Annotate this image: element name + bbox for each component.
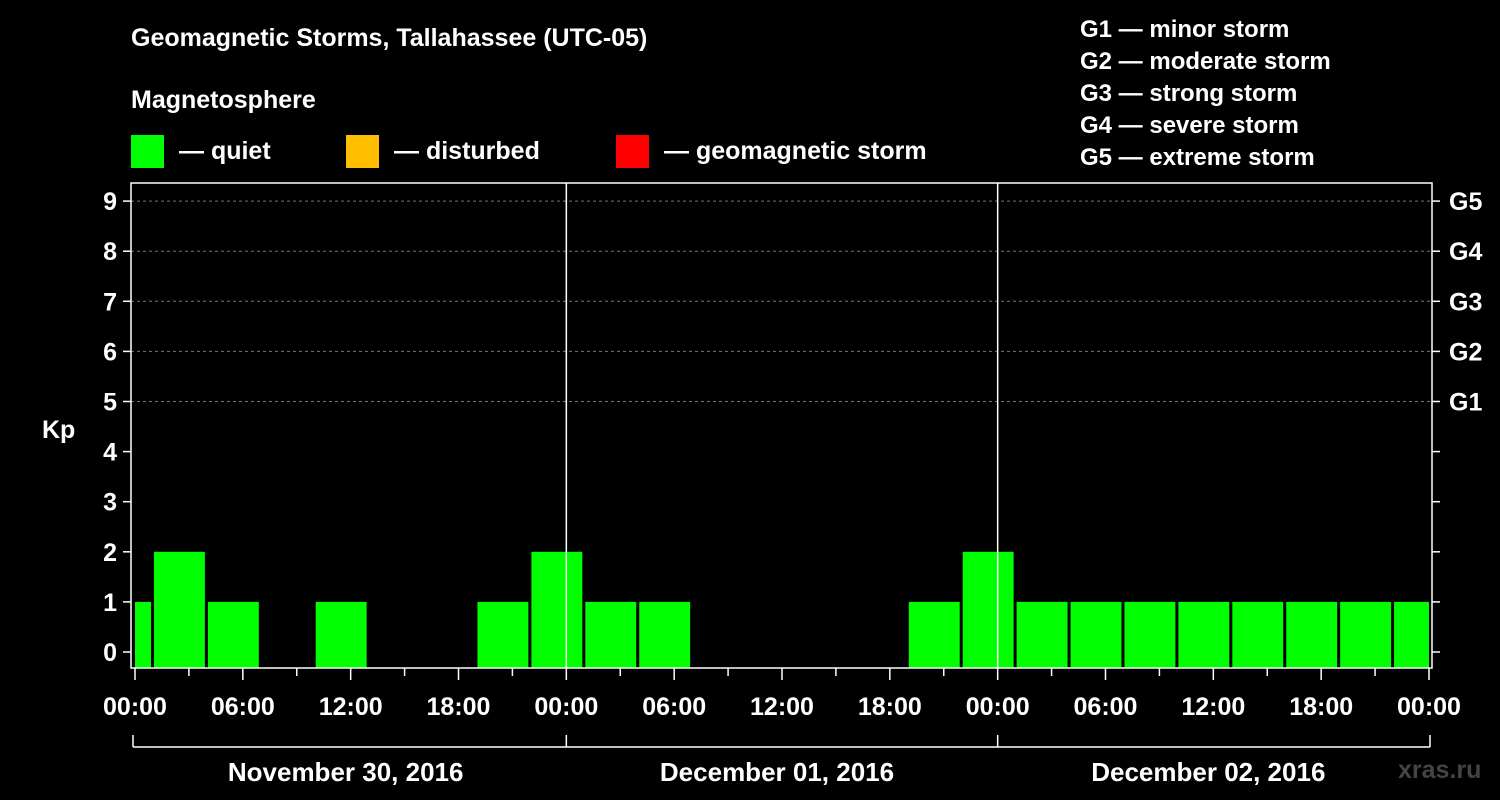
- legend-item-disturbed: — disturbed: [346, 134, 540, 168]
- x-tick-label: 12:00: [1181, 693, 1245, 721]
- legend-label-storm: — geomagnetic storm: [664, 136, 927, 165]
- x-tick-label: 18:00: [1289, 693, 1353, 721]
- kp-bar: [962, 551, 1014, 668]
- date-label: November 30, 2016: [228, 757, 464, 787]
- storm-level-g2: G2 — moderate storm: [1080, 48, 1331, 75]
- x-tick-label: 00:00: [966, 693, 1030, 721]
- y-tick-label: 6: [103, 338, 117, 366]
- kp-bar: [1394, 601, 1429, 668]
- date-label: December 02, 2016: [1091, 757, 1325, 787]
- y-axis-label: Kp: [42, 416, 75, 444]
- legend-label-quiet: — quiet: [179, 136, 271, 165]
- x-tick-label: 00:00: [1397, 693, 1461, 721]
- x-tick-label: 12:00: [319, 693, 383, 721]
- kp-bar: [1232, 601, 1284, 668]
- kp-bar: [585, 601, 637, 668]
- g-level-label: G5: [1449, 188, 1482, 216]
- kp-bar: [1286, 601, 1338, 668]
- x-tick-label: 06:00: [1074, 693, 1138, 721]
- kp-bar: [207, 601, 259, 668]
- kp-bar: [1340, 601, 1392, 668]
- y-tick-label: 7: [103, 288, 117, 316]
- kp-bar: [1178, 601, 1230, 668]
- date-label: December 01, 2016: [660, 757, 894, 787]
- kp-bar: [315, 601, 367, 668]
- legend-item-storm: — geomagnetic storm: [616, 134, 927, 168]
- legend-heading: Magnetosphere: [131, 86, 316, 114]
- g-level-label: G2: [1449, 338, 1482, 366]
- watermark: xras.ru: [1398, 756, 1482, 784]
- y-tick-label: 3: [103, 489, 117, 517]
- kp-bar: [1124, 601, 1176, 668]
- x-tick-label: 12:00: [750, 693, 814, 721]
- x-tick-label: 18:00: [858, 693, 922, 721]
- g-level-label: G1: [1449, 389, 1482, 417]
- y-tick-label: 1: [103, 589, 117, 617]
- kp-bar: [531, 551, 583, 668]
- y-tick-label: 0: [103, 639, 117, 667]
- legend-swatch-disturbed: [346, 134, 379, 168]
- y-tick-label: 5: [103, 389, 117, 417]
- x-tick-label: 00:00: [103, 693, 167, 721]
- x-tick-label: 06:00: [642, 693, 706, 721]
- chart-title: Geomagnetic Storms, Tallahassee (UTC-05): [131, 24, 648, 52]
- storm-level-g5: G5 — extreme storm: [1080, 144, 1315, 171]
- y-tick-label: 9: [103, 188, 117, 216]
- storm-level-g1: G1 — minor storm: [1080, 16, 1290, 43]
- plot-frame: [130, 182, 1433, 669]
- legend-swatch-storm: [616, 134, 649, 168]
- kp-bar: [477, 601, 529, 668]
- x-tick-label: 18:00: [427, 693, 491, 721]
- y-tick-label: 8: [103, 238, 117, 266]
- kp-bar: [1070, 601, 1122, 668]
- kp-bar: [908, 601, 960, 668]
- kp-bar: [135, 601, 151, 668]
- legend-item-quiet: — quiet: [131, 134, 271, 168]
- kp-bar: [153, 551, 205, 668]
- y-tick-label: 2: [103, 539, 117, 567]
- storm-level-g4: G4 — severe storm: [1080, 112, 1299, 139]
- legend-label-disturbed: — disturbed: [394, 136, 540, 165]
- x-tick-label: 00:00: [534, 693, 598, 721]
- legend-swatch-quiet: [131, 134, 164, 168]
- storm-level-g3: G3 — strong storm: [1080, 80, 1298, 107]
- kp-bar: [1016, 601, 1068, 668]
- kp-bar: [639, 601, 691, 668]
- x-tick-label: 06:00: [211, 693, 275, 721]
- storm-levels-key: G1 — minor storm G2 — moderate storm G3 …: [1080, 14, 1331, 174]
- g-level-label: G3: [1449, 288, 1482, 316]
- g-level-label: G4: [1449, 238, 1482, 266]
- y-tick-label: 4: [103, 439, 117, 467]
